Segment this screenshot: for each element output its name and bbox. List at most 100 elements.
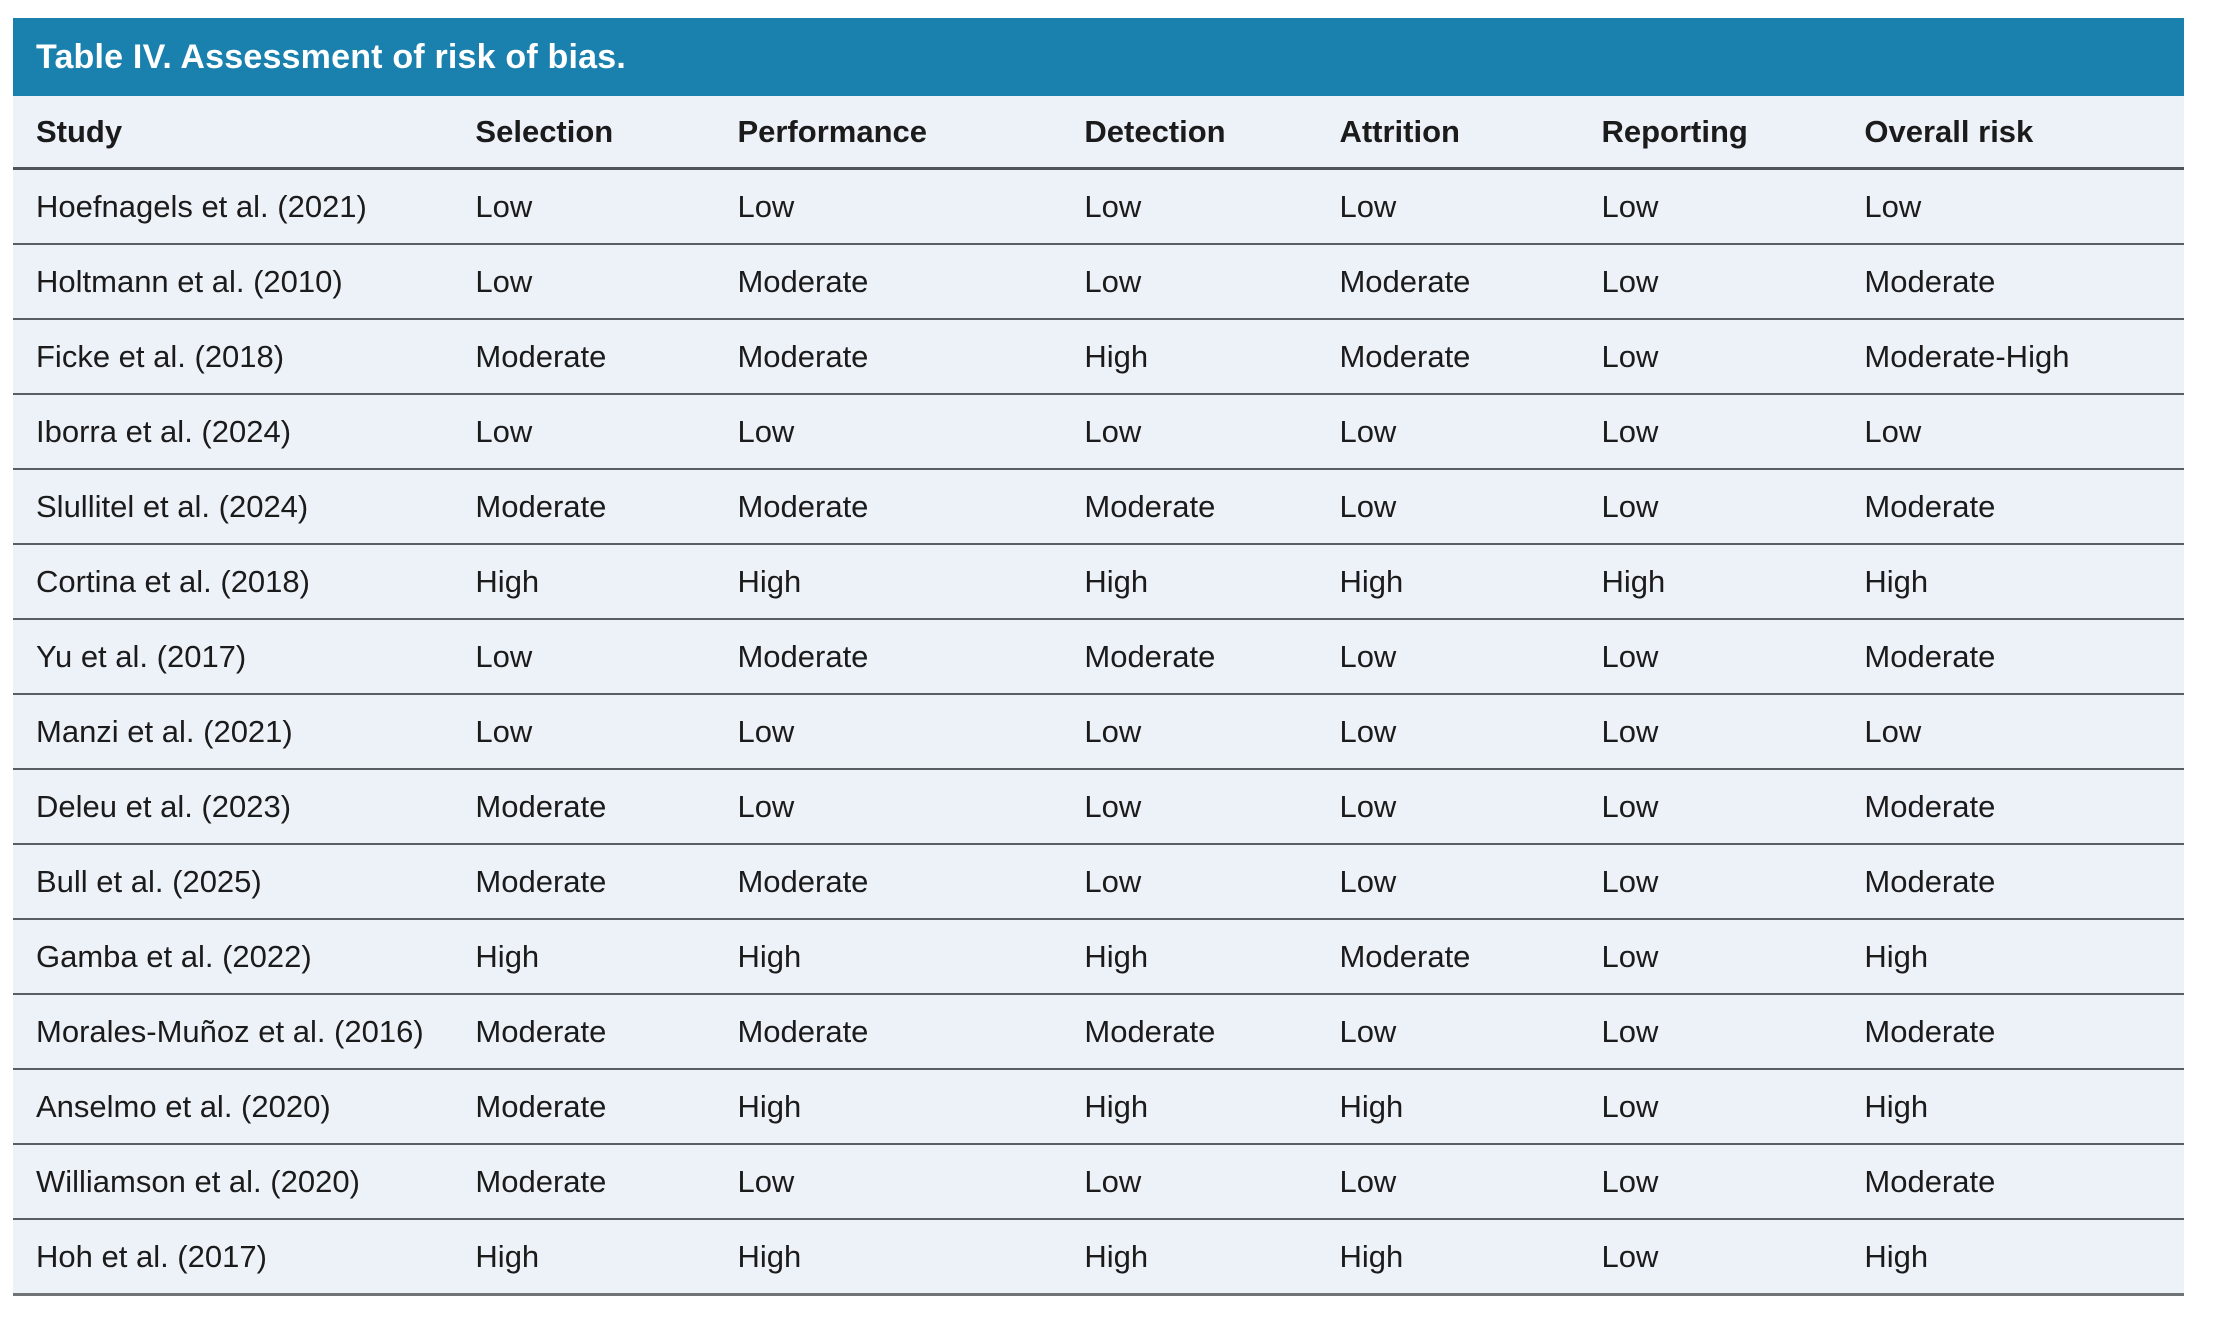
table-row: Slullitel et al. (2024) Moderate Moderate M… [13, 469, 2184, 545]
cell-detection: Low [1084, 1144, 1340, 1220]
cell-selection: High [475, 544, 738, 620]
cell-attrition: Low [1339, 1144, 1602, 1220]
cell-overall-risk: High [1864, 1219, 2184, 1296]
cell-selection: Low [475, 244, 738, 320]
cell-study: Gamba et al. (2022) [13, 919, 476, 995]
cell-reporting: Low [1601, 994, 1865, 1070]
cell-study: Yu et al. (2017) [13, 619, 476, 695]
cell-selection: Moderate [475, 319, 738, 395]
cell-attrition: High [1339, 544, 1602, 620]
cell-detection: Low [1084, 694, 1340, 770]
cell-reporting: Low [1601, 1144, 1865, 1220]
header-row: Study Selection Performance Detection Attrit… [13, 96, 2184, 170]
cell-study: Holtmann et al. (2010) [13, 244, 476, 320]
cell-overall-risk: Moderate [1864, 469, 2184, 545]
cell-reporting: Low [1601, 1069, 1865, 1145]
cell-overall-risk: Moderate [1864, 994, 2184, 1070]
table-row: Deleu et al. (2023) Moderate Low Low Low Low M… [13, 769, 2184, 845]
cell-overall-risk: Low [1864, 394, 2184, 470]
cell-selection: Moderate [475, 844, 738, 920]
cell-overall-risk: High [1864, 919, 2184, 995]
cell-study: Manzi et al. (2021) [13, 694, 476, 770]
cell-selection: Moderate [475, 769, 738, 845]
cell-performance: Moderate [737, 319, 1085, 395]
cell-selection: Moderate [475, 469, 738, 545]
cell-selection: Moderate [475, 994, 738, 1070]
cell-performance: Moderate [737, 844, 1085, 920]
cell-reporting: High [1601, 544, 1865, 620]
paper-table-figure: Table IV. Assessment of risk of bias. St… [13, 18, 2184, 1296]
table-row: Williamson et al. (2020) Moderate Low Low Lo… [13, 1144, 2184, 1220]
cell-performance: High [737, 919, 1085, 995]
cell-selection: Low [475, 168, 738, 245]
table-row: Hoh et al. (2017) High High High High Low High [13, 1219, 2184, 1296]
cell-reporting: Low [1601, 619, 1865, 695]
cell-reporting: Low [1601, 244, 1865, 320]
table-row: Manzi et al. (2021) Low Low Low Low Low Low [13, 694, 2184, 770]
cell-performance: Low [737, 1144, 1085, 1220]
cell-performance: Low [737, 694, 1085, 770]
cell-study: Bull et al. (2025) [13, 844, 476, 920]
cell-selection: Low [475, 394, 738, 470]
column-header-attrition: Attrition [1339, 96, 1602, 170]
cell-detection: High [1084, 319, 1340, 395]
cell-attrition: Moderate [1339, 244, 1602, 320]
cell-overall-risk: Moderate [1864, 1144, 2184, 1220]
cell-study: Cortina et al. (2018) [13, 544, 476, 620]
cell-detection: Low [1084, 769, 1340, 845]
cell-overall-risk: Moderate-High [1864, 319, 2184, 395]
cell-detection: High [1084, 919, 1340, 995]
table-row: Bull et al. (2025) Moderate Moderate Low Low… [13, 844, 2184, 920]
cell-attrition: Low [1339, 619, 1602, 695]
cell-performance: Low [737, 394, 1085, 470]
table-row: Yu et al. (2017) Low Moderate Moderate Low Lo… [13, 619, 2184, 695]
cell-attrition: Low [1339, 694, 1602, 770]
cell-overall-risk: High [1864, 544, 2184, 620]
cell-reporting: Low [1601, 168, 1865, 245]
cell-selection: High [475, 919, 738, 995]
cell-reporting: Low [1601, 919, 1865, 995]
cell-attrition: Low [1339, 994, 1602, 1070]
cell-detection: High [1084, 1219, 1340, 1296]
cell-performance: High [737, 544, 1085, 620]
cell-detection: High [1084, 1069, 1340, 1145]
cell-overall-risk: Moderate [1864, 769, 2184, 845]
column-header-selection: Selection [475, 96, 738, 170]
cell-detection: Low [1084, 168, 1340, 245]
cell-detection: Low [1084, 394, 1340, 470]
cell-reporting: Low [1601, 844, 1865, 920]
cell-attrition: Low [1339, 844, 1602, 920]
cell-attrition: Low [1339, 168, 1602, 245]
cell-attrition: Low [1339, 394, 1602, 470]
risk-of-bias-table: Study Selection Performance Detection Attrit… [13, 96, 2184, 1296]
cell-reporting: Low [1601, 1219, 1865, 1296]
cell-selection: Moderate [475, 1069, 738, 1145]
cell-attrition: Moderate [1339, 319, 1602, 395]
cell-attrition: Low [1339, 469, 1602, 545]
cell-selection: Moderate [475, 1144, 738, 1220]
cell-performance: High [737, 1219, 1085, 1296]
cell-attrition: High [1339, 1219, 1602, 1296]
cell-performance: High [737, 1069, 1085, 1145]
cell-overall-risk: Low [1864, 694, 2184, 770]
cell-study: Williamson et al. (2020) [13, 1144, 476, 1220]
cell-overall-risk: Low [1864, 168, 2184, 245]
table-row: Iborra et al. (2024) Low Low Low Low Low Low [13, 394, 2184, 470]
cell-detection: Low [1084, 244, 1340, 320]
cell-detection: Moderate [1084, 994, 1340, 1070]
cell-reporting: Low [1601, 394, 1865, 470]
cell-study: Iborra et al. (2024) [13, 394, 476, 470]
cell-detection: High [1084, 544, 1340, 620]
cell-study: Anselmo et al. (2020) [13, 1069, 476, 1145]
cell-selection: Low [475, 619, 738, 695]
cell-detection: Moderate [1084, 619, 1340, 695]
cell-reporting: Low [1601, 469, 1865, 545]
cell-overall-risk: High [1864, 1069, 2184, 1145]
cell-performance: Low [737, 168, 1085, 245]
table-body: Hoefnagels et al. (2021) Low Low Low Low Low L… [13, 168, 2184, 1296]
table-title: Table IV. Assessment of risk of bias. [36, 37, 627, 76]
table-row: Cortina et al. (2018) High High High High Hig… [13, 544, 2184, 620]
cell-performance: Moderate [737, 994, 1085, 1070]
cell-detection: Low [1084, 844, 1340, 920]
table-row: Anselmo et al. (2020) Moderate High High Hig… [13, 1069, 2184, 1145]
